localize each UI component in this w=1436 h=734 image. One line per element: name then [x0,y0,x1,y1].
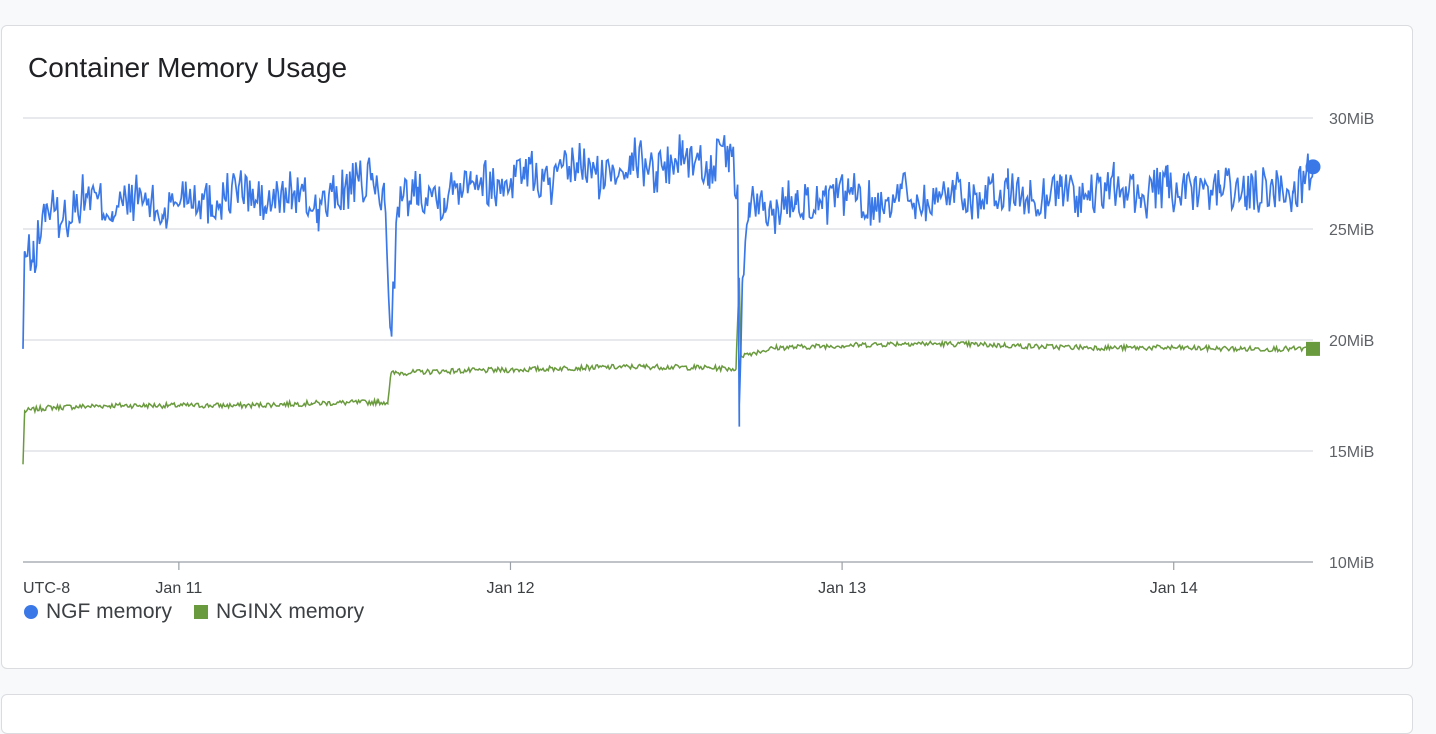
legend-item-nginx[interactable]: NGINX memory [194,600,364,624]
x-tick-label: Jan 11 [155,580,202,597]
legend-circle-icon [24,605,38,619]
y-tick-label: 20MiB [1329,333,1374,350]
series-end-marker-nginx [1306,341,1320,356]
chart-legend: NGF memory NGINX memory [24,600,364,624]
legend-square-icon [194,605,208,619]
x-tick-label: Jan 14 [1150,580,1198,597]
chart-title: Container Memory Usage [28,52,348,83]
timezone-label: UTC-8 [23,580,70,597]
y-tick-label: 25MiB [1329,222,1374,239]
legend-label-nginx: NGINX memory [216,600,365,623]
series-end-marker-ngf [1305,159,1321,175]
memory-chart: 30MiB 25MiB 20MiB 15MiB 10MiB Jan 11 Jan 12 Jan… [22,111,1374,597]
y-tick-label: 15MiB [1329,444,1374,461]
y-tick-label: 10MiB [1329,555,1374,572]
x-tick-label: Jan 13 [818,580,866,597]
x-tick-label: Jan 12 [486,580,534,597]
series-line-nginx-memory [22,277,1314,465]
series-line-ngf-memory [22,134,1314,427]
legend-label-ngf: NGF memory [46,600,172,623]
legend-item-ngf[interactable]: NGF memory [24,600,172,624]
y-tick-label: 30MiB [1329,111,1374,128]
